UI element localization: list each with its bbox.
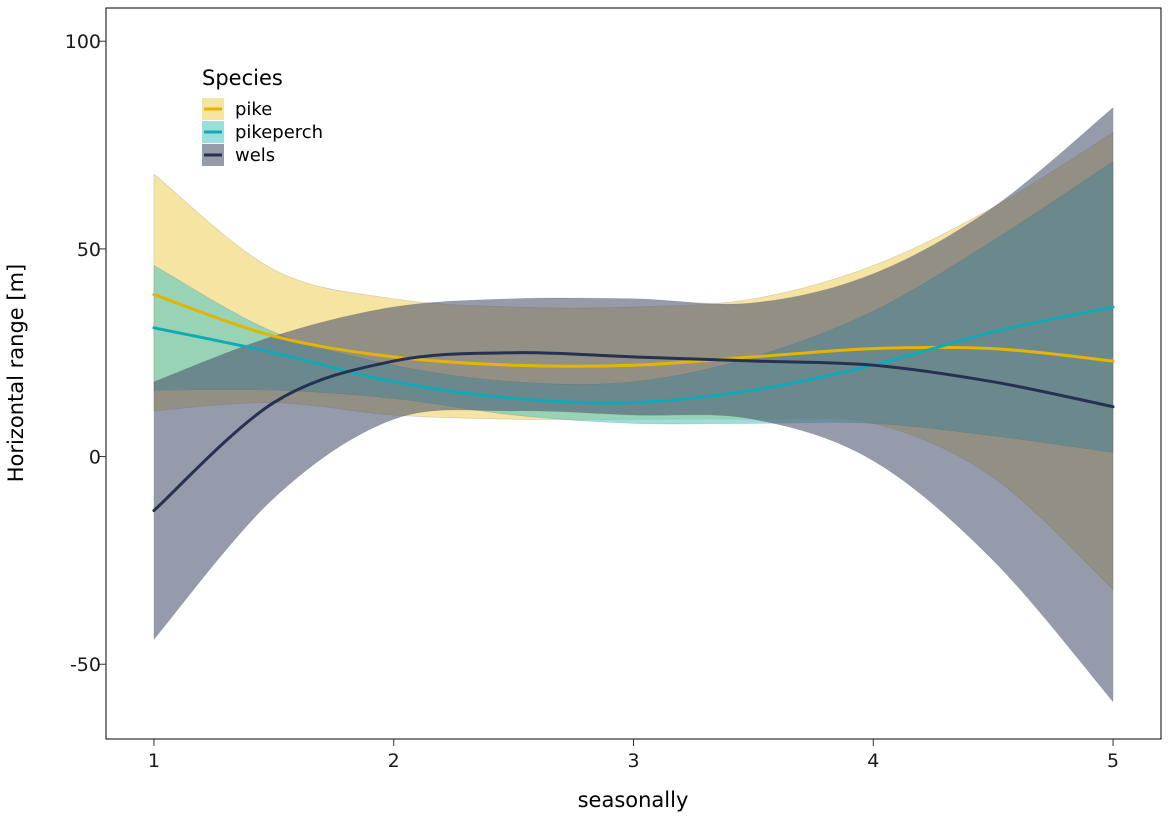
legend-item-pike: pike <box>202 98 272 120</box>
y-tick-label--50: -50 <box>70 654 101 676</box>
legend-label-pike: pike <box>235 99 272 120</box>
band-wels <box>153 107 1114 703</box>
x-tick-label-5: 5 <box>1107 750 1119 772</box>
x-tick-label-3: 3 <box>627 750 639 772</box>
y-tick-label-100: 100 <box>65 31 101 53</box>
x-tick-label-1: 1 <box>148 750 160 772</box>
y-axis: -50 0 50 100 <box>65 31 106 676</box>
legend-label-wels: wels <box>235 145 275 166</box>
line-pikeperch <box>152 305 1115 405</box>
x-tick-label-4: 4 <box>867 750 879 772</box>
y-tick-label-0: 0 <box>89 447 101 469</box>
x-tick-label-2: 2 <box>388 750 400 772</box>
x-axis: 1 2 3 4 5 <box>148 739 1119 772</box>
x-axis-title: seasonally <box>578 788 689 812</box>
legend-label-pikeperch: pikeperch <box>235 122 323 143</box>
y-axis-title: Horizontal range [m] <box>4 264 28 482</box>
line-wels <box>152 351 1115 513</box>
line-pike <box>152 293 1115 368</box>
legend-item-pikeperch: pikeperch <box>202 121 323 143</box>
confidence-bands <box>153 107 1114 703</box>
series-lines <box>152 293 1115 513</box>
legend-title: Species <box>202 66 283 90</box>
y-tick-label-50: 50 <box>77 239 101 261</box>
legend-item-wels: wels <box>202 144 275 166</box>
